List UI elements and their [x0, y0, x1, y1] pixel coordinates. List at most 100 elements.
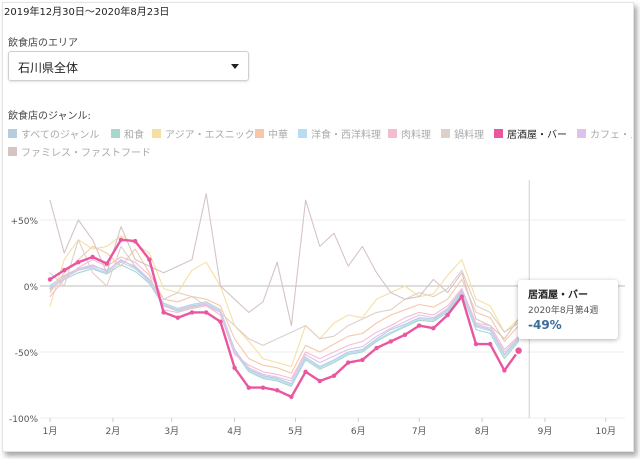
legend-label: ファミレス・ファストフード: [21, 148, 151, 159]
legend-swatch: [152, 129, 161, 138]
data-point: [189, 310, 195, 315]
legend-swatch: [441, 129, 450, 138]
legend-item-western[interactable]: 洋食・西洋料理: [298, 126, 381, 141]
genre-legend: すべてのジャンル 和食 アジア・エスニック 中華 洋食・西洋料理 肉料理 鍋料理…: [8, 126, 632, 160]
x-tick-label: 6月: [351, 426, 366, 437]
data-point: [459, 294, 464, 299]
genre-label: 飲食店のジャンル:: [8, 111, 91, 122]
line-chart: +50% 0% -50% -100% 1月 2月 3月 4月 5月 6月 7月 8月 9月 10月: [9, 180, 625, 437]
data-point: [218, 319, 223, 324]
data-point: [417, 323, 422, 328]
data-point: [374, 345, 379, 351]
legend-swatch: [255, 129, 264, 138]
legend-swatch: [577, 129, 586, 138]
x-tick-label: 2月: [106, 426, 121, 437]
legend-label: カフェ・ス: [590, 130, 632, 141]
data-point: [133, 238, 138, 244]
data-point: [90, 254, 95, 260]
legend-item-izakaya[interactable]: 居酒屋・バー: [494, 126, 567, 141]
data-point: [502, 368, 507, 373]
series-line-ファミレス・ファストフード: [49, 193, 520, 340]
data-point: [346, 360, 351, 365]
tooltip-series: 居酒屋・バー: [528, 290, 588, 301]
data-point: [303, 369, 308, 374]
data-point: [260, 385, 266, 390]
series-line-鍋料理: [49, 239, 520, 346]
series-line-カフェ・ス: [49, 260, 520, 382]
data-point: [118, 237, 124, 242]
area-select-value: 石川県全体: [18, 61, 79, 75]
legend-swatch: [111, 129, 120, 138]
x-tick-label: 9月: [538, 426, 553, 437]
legend-item-cafe[interactable]: カフェ・ス: [577, 126, 632, 141]
data-point: [331, 373, 337, 378]
data-point: [275, 388, 280, 393]
series-line-中華: [49, 245, 520, 374]
series-line-アジア・エスニック: [49, 235, 520, 368]
screenshot-frame: [2, 2, 634, 452]
x-tick-label: 4月: [227, 426, 242, 437]
series-line-肉料理: [49, 256, 520, 379]
y-tick-label: -100%: [9, 415, 38, 425]
data-point: [104, 261, 110, 266]
legend-label: アジア・エスニック: [165, 130, 255, 141]
legend-swatch: [8, 147, 17, 156]
chart-tooltip: 居酒屋・バー 2020年8月第4週 -49%: [518, 280, 618, 339]
data-point: [232, 365, 237, 371]
y-tick-label: -50%: [15, 349, 39, 359]
x-tick-label: 1月: [43, 426, 58, 437]
x-tick-label: 3月: [164, 426, 179, 437]
legend-item-meat[interactable]: 肉料理: [388, 126, 431, 141]
hover-point: [513, 345, 524, 356]
data-point: [289, 394, 294, 400]
data-point: [317, 378, 322, 384]
x-tick-label: 5月: [288, 426, 303, 437]
legend-swatch: [494, 129, 503, 138]
data-point: [246, 385, 251, 390]
data-point: [431, 326, 436, 331]
data-point: [388, 339, 393, 344]
data-point: [360, 357, 365, 363]
legend-label: 肉料理: [401, 130, 431, 141]
legend-label: 洋食・西洋料理: [311, 130, 381, 141]
x-tick-label: 7月: [412, 426, 427, 437]
series-line-和食: [49, 264, 520, 387]
legend-item-chinese[interactable]: 中華: [255, 126, 288, 141]
legend-swatch: [298, 129, 307, 138]
x-tick-label: 8月: [475, 426, 490, 437]
legend-swatch: [388, 129, 397, 138]
legend-item-asian[interactable]: アジア・エスニック: [152, 126, 255, 141]
data-point: [147, 257, 152, 262]
date-range: 2019年12月30日〜2020年8月23日: [4, 7, 170, 18]
legend-item-nabe[interactable]: 鍋料理: [441, 126, 484, 141]
y-tick-label: +50%: [10, 217, 38, 227]
legend-swatch: [8, 129, 17, 138]
area-label: 飲食店のエリア: [8, 38, 78, 49]
data-point: [76, 260, 81, 265]
caret-down-icon: [231, 64, 239, 69]
tooltip-week: 2020年8月第4週: [528, 306, 599, 316]
y-tick-label: 0%: [24, 283, 39, 293]
series-line-居酒屋・バー: [48, 238, 520, 399]
legend-item-family[interactable]: ファミレス・ファストフード: [8, 144, 151, 159]
data-point: [204, 310, 209, 315]
data-point: [175, 315, 180, 320]
legend-label: 中華: [268, 130, 288, 141]
data-point: [161, 310, 166, 315]
legend-label: 和食: [124, 130, 144, 141]
legend-label: 鍋料理: [454, 130, 484, 141]
legend-item-washoku[interactable]: 和食: [111, 126, 144, 141]
data-point: [47, 277, 53, 282]
tooltip-value: -49%: [528, 318, 562, 332]
series-line-洋食・西洋料理: [49, 261, 520, 386]
x-tick-label: 10月: [596, 426, 616, 437]
legend-label: すべてのジャンル: [21, 130, 100, 141]
data-point: [61, 267, 67, 273]
data-point: [445, 312, 450, 318]
data-point: [473, 341, 479, 347]
data-point: [402, 332, 408, 338]
legend-item-all[interactable]: すべてのジャンル: [8, 126, 99, 141]
area-select[interactable]: 石川県全体: [8, 51, 249, 81]
data-point: [488, 341, 493, 347]
legend-label: 居酒屋・バー: [507, 130, 567, 141]
